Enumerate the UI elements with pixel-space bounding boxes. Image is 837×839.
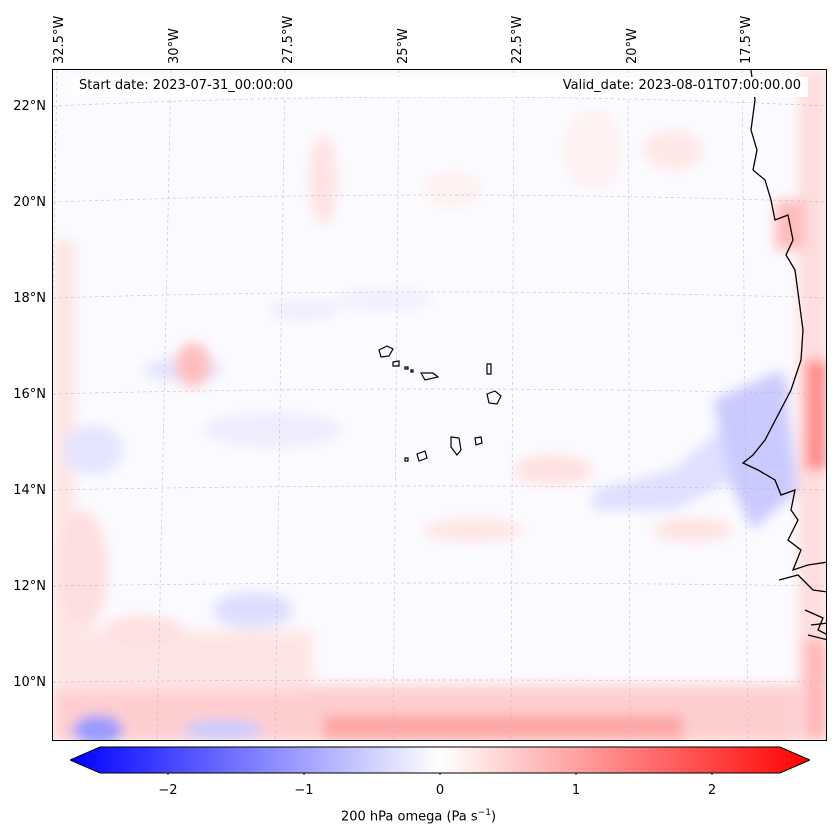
lon-label: 30°W: [166, 28, 182, 64]
cape-verde-islands: [378, 345, 502, 462]
lon-label: 20°W: [624, 28, 640, 64]
header-background: [72, 77, 808, 97]
colorbar-gradient: [70, 746, 810, 774]
lon-label: 32.5°W: [52, 15, 67, 64]
lon-label: 27.5°W: [281, 15, 296, 64]
lat-label: 22°N: [13, 99, 46, 114]
colorbar-tick-label: 0: [435, 783, 445, 798]
valid-date-label: Valid_date: 2023-08-01T07:00:00.00: [562, 78, 801, 93]
omega-field: [53, 70, 826, 740]
lat-label: 14°N: [13, 483, 46, 498]
start-date-label: Start date: 2023-07-31_00:00:00: [79, 78, 294, 93]
lon-label: 22.5°W: [510, 15, 525, 64]
lat-label: 10°N: [13, 675, 46, 690]
colorbar-tick-label: −1: [294, 783, 314, 798]
colorbar-tick-label: −2: [158, 783, 178, 798]
lon-label: 25°W: [395, 28, 411, 64]
colorbar: [70, 746, 810, 775]
lon-label: 17.5°W: [739, 15, 754, 64]
colorbar-tick-label: 2: [707, 783, 717, 798]
lat-label: 16°N: [13, 387, 46, 402]
colorbar-tick-label: 1: [571, 783, 581, 798]
gridlines: [53, 70, 826, 740]
colorbar-label: 200 hPa omega (Pa s−1): [340, 808, 497, 825]
lat-label: 12°N: [13, 579, 46, 594]
lat-label: 18°N: [13, 291, 46, 306]
map-canvas: [53, 70, 826, 740]
map-panel: [52, 69, 827, 741]
lat-label: 20°N: [13, 195, 46, 210]
coastline: [741, 70, 826, 641]
